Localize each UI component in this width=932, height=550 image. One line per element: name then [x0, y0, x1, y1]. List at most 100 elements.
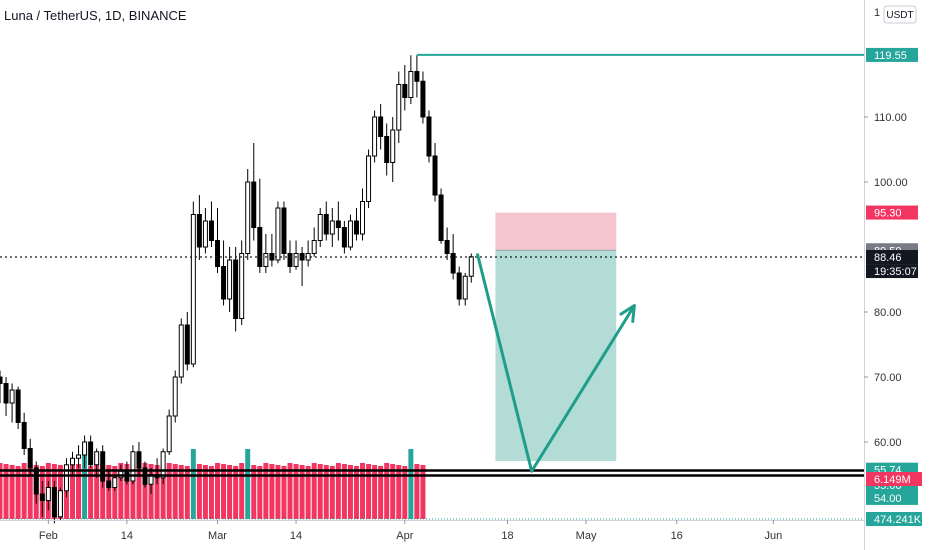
volume-bar[interactable] [208, 466, 214, 519]
candle[interactable] [408, 55, 414, 104]
candle[interactable] [136, 442, 142, 475]
candle[interactable] [360, 188, 366, 241]
candle[interactable] [462, 273, 468, 306]
candle[interactable] [456, 266, 462, 306]
volume-bar[interactable] [257, 466, 263, 519]
volume-bar[interactable] [378, 466, 384, 519]
candle[interactable] [27, 438, 33, 475]
volume-bar[interactable] [335, 463, 341, 519]
candle[interactable] [372, 110, 378, 163]
volume-bar[interactable] [196, 464, 202, 519]
volume-bar[interactable] [82, 449, 88, 519]
price-badge[interactable]: 19:35:07 [866, 264, 918, 279]
candle[interactable] [233, 247, 239, 332]
candle[interactable] [63, 458, 69, 498]
candle[interactable] [15, 386, 21, 429]
candle[interactable] [384, 123, 390, 176]
volume-bar[interactable] [136, 466, 142, 519]
volume-bar[interactable] [100, 464, 106, 519]
candle[interactable] [335, 201, 341, 241]
volume-bar[interactable] [384, 463, 390, 519]
candle[interactable] [275, 201, 281, 264]
volume-bar[interactable] [70, 463, 75, 519]
volume-bar[interactable] [239, 463, 245, 519]
candle[interactable] [323, 201, 329, 241]
candle[interactable] [88, 435, 94, 469]
position-target-zone[interactable] [495, 250, 617, 468]
volume-bar[interactable] [275, 465, 281, 519]
price-badge[interactable]: 54.00 [866, 490, 918, 505]
candle[interactable] [94, 448, 100, 478]
volume-bar[interactable] [245, 449, 251, 519]
candle[interactable] [444, 227, 450, 261]
volume-bar[interactable] [88, 466, 94, 519]
candle[interactable] [438, 188, 444, 244]
volume-bar[interactable] [329, 466, 335, 519]
volume-bar[interactable] [142, 463, 148, 519]
candle[interactable] [39, 481, 45, 517]
volume-bar[interactable] [172, 464, 178, 519]
candle[interactable] [426, 110, 432, 163]
candle[interactable] [414, 55, 420, 98]
candle[interactable] [239, 240, 245, 326]
volume-bar[interactable] [215, 463, 221, 519]
volume-bar[interactable] [130, 465, 136, 519]
candle[interactable] [160, 448, 166, 485]
candle[interactable] [263, 234, 269, 273]
candle[interactable] [196, 195, 202, 260]
volume-bar[interactable] [360, 463, 366, 519]
price-badge[interactable]: 95.30 [866, 205, 918, 220]
candle[interactable] [33, 461, 39, 504]
volume-bar[interactable] [94, 463, 100, 519]
volume-bar[interactable] [166, 463, 172, 519]
volume-bar[interactable] [390, 464, 396, 519]
candle[interactable] [317, 208, 323, 247]
candle[interactable] [82, 435, 88, 469]
candle[interactable] [378, 104, 384, 150]
candle[interactable] [221, 240, 227, 306]
volume-bar[interactable] [402, 466, 408, 519]
price-badge[interactable]: 88.46 [866, 250, 918, 265]
volume-bar[interactable] [15, 466, 21, 519]
candle[interactable] [172, 370, 178, 423]
volume-bar[interactable] [112, 466, 118, 519]
volume-bar[interactable] [154, 465, 160, 519]
candle[interactable] [178, 318, 184, 384]
candle[interactable] [57, 487, 63, 521]
candle[interactable] [184, 312, 190, 371]
candle[interactable] [353, 208, 359, 241]
candle[interactable] [112, 474, 118, 491]
volume-bar[interactable] [311, 463, 317, 519]
candle[interactable] [347, 214, 353, 251]
volume-bar[interactable] [27, 464, 33, 519]
candle[interactable] [208, 201, 214, 248]
volume-bar[interactable] [420, 465, 426, 519]
candle[interactable] [251, 143, 257, 241]
candle[interactable] [390, 117, 396, 182]
volume-bar[interactable] [396, 465, 402, 519]
volume-bar[interactable] [293, 464, 299, 519]
candle[interactable] [0, 370, 3, 404]
candle[interactable] [366, 149, 372, 209]
volume-bar[interactable] [251, 465, 257, 519]
volume-bar[interactable] [21, 463, 27, 519]
candle[interactable] [76, 445, 82, 468]
volume-bar[interactable] [227, 465, 233, 519]
candle[interactable] [245, 169, 251, 260]
candle[interactable] [396, 71, 402, 144]
volume-bar[interactable] [233, 466, 239, 519]
candle[interactable] [100, 445, 106, 488]
volume-bar[interactable] [263, 463, 269, 519]
candle[interactable] [257, 178, 263, 273]
volume-bar[interactable] [3, 464, 9, 519]
volume-bar[interactable] [190, 449, 196, 519]
candle[interactable] [202, 208, 208, 254]
candle[interactable] [281, 201, 287, 261]
projection-arrowhead[interactable] [619, 304, 636, 323]
volume-bar[interactable] [118, 463, 124, 519]
volume-bar[interactable] [9, 465, 15, 519]
candle[interactable] [51, 481, 57, 524]
volume-bar[interactable] [353, 466, 359, 519]
volume-bar[interactable] [202, 465, 208, 519]
